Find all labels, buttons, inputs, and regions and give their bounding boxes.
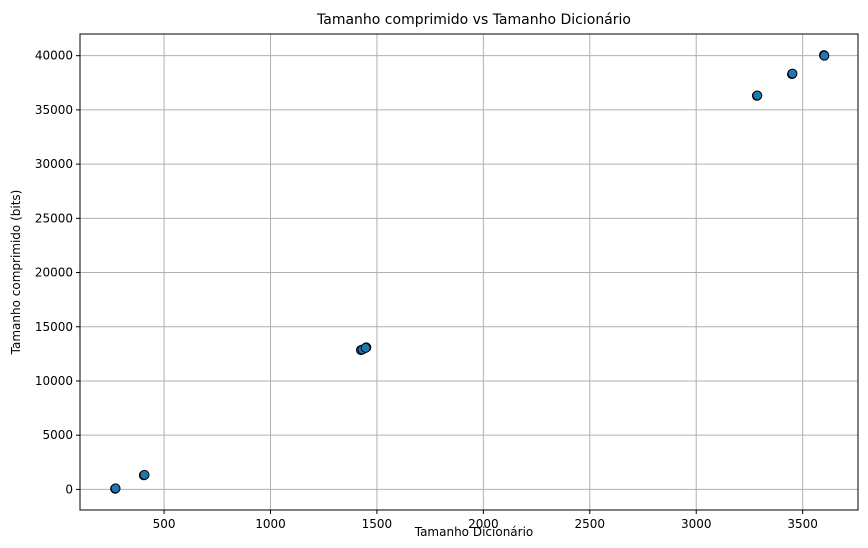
y-tick-label: 20000 — [35, 266, 73, 280]
y-tick-label: 25000 — [35, 211, 73, 225]
x-tick-label: 2500 — [575, 517, 606, 531]
y-tick-label: 5000 — [42, 428, 73, 442]
data-point — [360, 342, 371, 353]
data-point — [110, 483, 121, 494]
x-tick-label: 1500 — [362, 517, 393, 531]
y-tick-label: 35000 — [35, 103, 73, 117]
data-point — [787, 68, 798, 79]
x-tick-label: 3000 — [681, 517, 712, 531]
y-tick-label: 30000 — [35, 157, 73, 171]
data-point — [139, 469, 150, 480]
x-axis: 500 1000 1500 2000 2500 3000 3500 — [153, 510, 818, 531]
x-tick-label: 500 — [153, 517, 176, 531]
y-axis: 0 5000 10000 15000 20000 25000 30000 35000 40000 — [35, 49, 80, 496]
y-axis-label: Tamanho comprimido (bits) — [9, 190, 23, 356]
x-axis-label: Tamanho Dicionário — [414, 525, 534, 539]
x-tick-label: 2000 — [468, 517, 499, 531]
chart-title: Tamanho comprimido vs Tamanho Dicionário — [316, 12, 631, 28]
data-point — [819, 50, 830, 61]
grid — [80, 34, 858, 510]
y-tick-label: 15000 — [35, 320, 73, 334]
x-tick-label: 3500 — [787, 517, 818, 531]
y-tick-label: 0 — [65, 482, 73, 496]
data-points — [110, 50, 830, 494]
y-tick-label: 10000 — [35, 374, 73, 388]
x-tick-label: 1000 — [255, 517, 286, 531]
plot-frame — [79, 33, 859, 511]
y-tick-label: 40000 — [35, 49, 73, 63]
data-point — [752, 90, 763, 101]
